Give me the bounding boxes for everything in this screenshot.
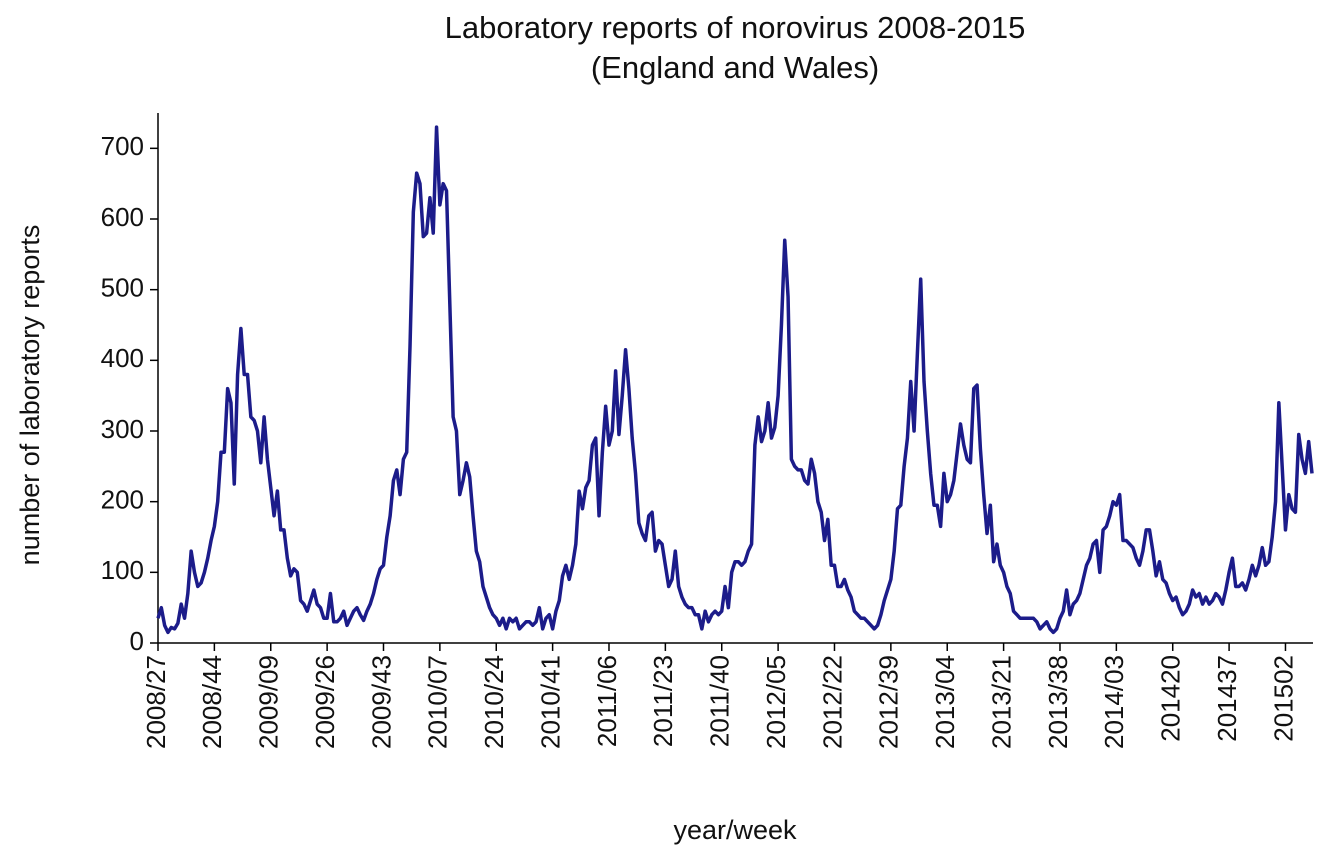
x-tick-label: 2010/24: [479, 655, 509, 749]
y-tick-label: 500: [101, 273, 144, 303]
y-tick-label: 0: [130, 626, 144, 656]
x-tick-label: 2014/03: [1099, 655, 1129, 749]
x-tick-label: 201502: [1268, 655, 1298, 742]
x-tick-label: 2009/09: [254, 655, 284, 749]
x-tick-label: 2011/06: [592, 655, 622, 747]
x-tick-label: 201437: [1212, 655, 1242, 742]
x-tick-label: 2011/40: [705, 655, 735, 747]
x-tick-label: 2012/05: [761, 655, 791, 749]
y-tick-label: 200: [101, 485, 144, 515]
y-tick-label: 300: [101, 414, 144, 444]
x-axis-label: year/week: [673, 815, 797, 845]
data-line: [156, 125, 1314, 635]
x-tick-label: 2010/07: [423, 655, 453, 749]
x-tick-label: 2011/23: [648, 655, 678, 747]
x-tick-label: 2012/22: [817, 655, 847, 749]
chart-subtitle: (England and Wales): [591, 50, 879, 85]
y-axis-label: number of laboratory reports: [15, 225, 45, 566]
chart-title: Laboratory reports of norovirus 2008-201…: [445, 10, 1026, 45]
y-tick-label: 400: [101, 343, 144, 373]
x-tick-label: 201420: [1156, 655, 1186, 742]
x-tick-label: 2013/38: [1043, 655, 1073, 749]
x-tick-label: 2009/26: [310, 655, 340, 749]
y-tick-label: 700: [101, 131, 144, 161]
x-tick-label: 2009/43: [366, 655, 396, 749]
x-tick-label: 2008/44: [197, 655, 227, 749]
y-tick-label: 600: [101, 202, 144, 232]
x-tick-label: 2012/39: [874, 655, 904, 749]
x-tick-label: 2008/27: [141, 655, 171, 749]
x-tick-label: 2013/21: [986, 655, 1016, 749]
x-tick-label: 2010/41: [535, 655, 565, 749]
y-tick-label: 100: [101, 555, 144, 585]
x-tick-label: 2013/04: [930, 655, 960, 749]
